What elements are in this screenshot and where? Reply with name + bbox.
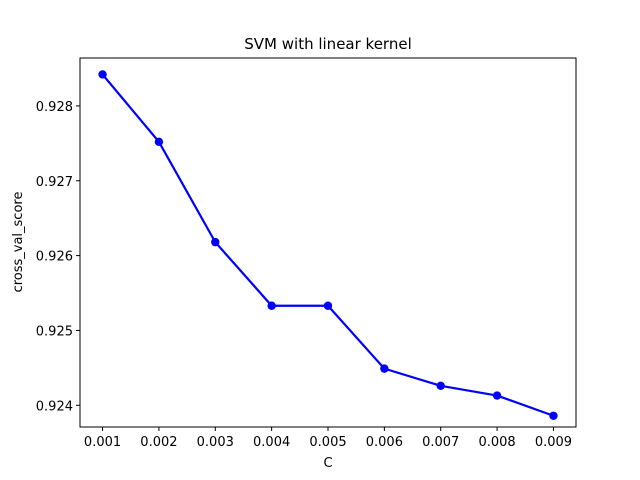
x-tick-label: 0.003 <box>197 435 234 450</box>
x-tick-label: 0.007 <box>422 435 459 450</box>
y-axis-ticks: 0.924 0.925 0.926 0.927 0.928 <box>36 100 80 414</box>
data-point <box>380 364 389 373</box>
y-tick-label: 0.924 <box>36 399 73 414</box>
x-tick-label: 0.009 <box>535 435 572 450</box>
x-axis-label: C <box>323 456 332 471</box>
x-tick-label: 0.006 <box>366 435 403 450</box>
x-tick-label: 0.002 <box>140 435 177 450</box>
x-tick-label: 0.008 <box>478 435 515 450</box>
x-tick-label: 0.001 <box>84 435 121 450</box>
y-tick-label: 0.926 <box>36 250 73 265</box>
data-point <box>436 381 445 391</box>
y-tick-label: 0.928 <box>36 100 73 115</box>
chart-title: SVM with linear kernel <box>244 35 411 53</box>
data-point <box>323 301 333 310</box>
series-layer <box>98 70 558 420</box>
data-point <box>549 411 558 420</box>
data-point <box>492 391 502 400</box>
x-axis-ticks: 0.001 0.002 0.003 0.004 0.005 0.006 0.007 0.008… <box>84 427 572 450</box>
x-tick-label: 0.004 <box>253 435 290 450</box>
y-tick-label: 0.925 <box>36 324 73 339</box>
x-tick-label: 0.005 <box>309 435 346 450</box>
data-point <box>154 137 164 147</box>
y-tick-label: 0.927 <box>36 175 73 190</box>
data-point <box>267 301 276 310</box>
y-axis-label: cross_val_score <box>11 192 26 293</box>
data-point <box>98 70 107 79</box>
data-point <box>211 237 220 247</box>
